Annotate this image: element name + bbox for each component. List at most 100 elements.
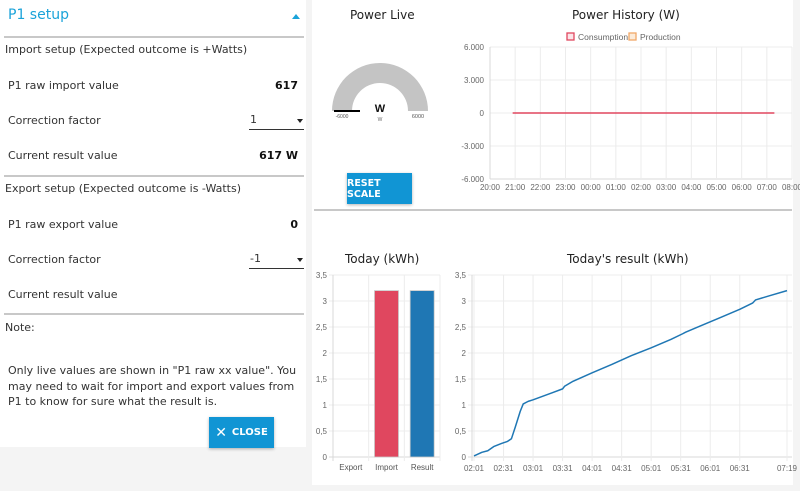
x-tick-label: 06:01 xyxy=(700,464,721,473)
y-tick-label: -6.000 xyxy=(461,175,484,184)
p1-raw-import-label: P1 raw import value xyxy=(8,79,119,92)
power-history-title: Power History (W) xyxy=(572,8,680,22)
import-correction-value: 1 xyxy=(250,113,257,126)
panel-header[interactable]: P1 setup xyxy=(0,0,306,36)
x-tick-label: 05:01 xyxy=(641,464,662,473)
y-tick-label: 3.000 xyxy=(464,76,485,85)
import-result-value: 617 W xyxy=(259,149,298,162)
export-result-label: Current result value xyxy=(8,288,118,301)
y-tick-label: 3,5 xyxy=(455,271,467,280)
x-tick-label: Export xyxy=(339,463,363,472)
bar-import xyxy=(374,290,399,458)
note-text: Only live values are shown in "P1 raw xx… xyxy=(8,364,297,408)
x-tick-label: 03:01 xyxy=(523,464,544,473)
y-tick-label: 1,5 xyxy=(316,375,328,384)
power-live-title: Power Live xyxy=(350,8,415,22)
collapse-caret-icon[interactable] xyxy=(292,14,300,19)
divider xyxy=(4,36,304,38)
export-correction-select[interactable]: -1 xyxy=(249,252,304,269)
x-tick-label: 22:00 xyxy=(530,183,551,192)
today-bar-chart: 3,5 3 2,5 2 1,5 1 0,5 0 Export Import Result xyxy=(316,271,441,472)
x-tick-label: Result xyxy=(411,463,434,472)
y-tick-label: 2,5 xyxy=(316,323,328,332)
y-tick-label: 6.000 xyxy=(464,43,485,52)
panel-title: P1 setup xyxy=(8,7,69,23)
divider xyxy=(4,175,304,177)
bar-result xyxy=(409,290,435,458)
gauge-unit-small: W xyxy=(378,117,383,123)
close-button[interactable]: ✕ CLOSE xyxy=(209,417,274,448)
reset-scale-button[interactable]: RESET SCALE xyxy=(347,173,412,204)
today-title: Today (kWh) xyxy=(345,252,420,266)
export-section-title: Export setup (Expected outcome is -Watts… xyxy=(5,182,242,195)
section-divider xyxy=(314,209,792,211)
note-label: Note: xyxy=(5,321,35,334)
gauge-track xyxy=(332,63,428,111)
y-tick-label: 0 xyxy=(480,109,485,118)
chart-legend: Consumption Production xyxy=(566,32,681,42)
close-label: CLOSE xyxy=(231,427,268,438)
x-tick-label: 04:31 xyxy=(612,464,633,473)
gauge-unit-big: W xyxy=(375,103,386,115)
todays-result-title: Today's result (kWh) xyxy=(567,252,689,266)
x-tick-label: 04:01 xyxy=(582,464,603,473)
import-correction-label: Correction factor xyxy=(8,114,101,127)
export-correction-label: Correction factor xyxy=(8,253,101,266)
close-x-icon: ✕ xyxy=(215,424,227,441)
y-tick-label: 0,5 xyxy=(316,427,328,436)
export-correction-value: -1 xyxy=(250,252,261,265)
y-tick-label: 1,5 xyxy=(455,375,467,384)
y-tick-label: 0,5 xyxy=(455,427,467,436)
x-tick-label: 06:00 xyxy=(732,183,753,192)
x-tick-label: 01:00 xyxy=(606,183,627,192)
x-tick-label: 07:00 xyxy=(757,183,778,192)
y-tick-label: 0 xyxy=(323,453,328,462)
dropdown-arrow-icon xyxy=(297,258,303,262)
x-tick-label: 03:00 xyxy=(656,183,677,192)
x-tick-label: 20:00 xyxy=(480,183,501,192)
y-tick-label: 2 xyxy=(462,349,467,358)
gauge-max-label: 6000 xyxy=(412,114,424,120)
x-tick-label: 23:00 xyxy=(555,183,576,192)
import-result-label: Current result value xyxy=(8,149,118,162)
import-correction-select[interactable]: 1 xyxy=(249,113,304,130)
x-tick-label: 02:01 xyxy=(464,464,485,473)
y-tick-label: 1 xyxy=(323,401,328,410)
y-tick-label: 2 xyxy=(323,349,328,358)
series-line-result xyxy=(473,289,788,457)
x-tick-label: Import xyxy=(375,463,398,472)
todays-result-chart: 3,5 3 2,5 2 1,5 1 0,5 0 02:01 02:31 03:01 03:31 04:… xyxy=(455,271,798,473)
x-tick-label: 06:31 xyxy=(730,464,751,473)
p1-raw-import-value: 617 xyxy=(275,79,298,92)
gauge-min-label: -6000 xyxy=(336,114,349,120)
y-tick-label: 2,5 xyxy=(455,323,467,332)
x-tick-label: 21:00 xyxy=(505,183,526,192)
y-tick-label: 3 xyxy=(323,297,328,306)
x-tick-label: 03:31 xyxy=(553,464,574,473)
x-tick-label: 05:31 xyxy=(671,464,692,473)
y-tick-label: -3.000 xyxy=(461,142,484,151)
divider xyxy=(4,313,304,315)
power-live-gauge: W W -6000 6000 xyxy=(332,63,428,123)
x-tick-label: 07:19 xyxy=(777,464,798,473)
p1-setup-panel: P1 setup Import setup (Expected outcome … xyxy=(0,0,306,448)
legend-label-production[interactable]: Production xyxy=(640,32,681,42)
x-tick-label: 02:00 xyxy=(631,183,652,192)
legend-swatch-production[interactable] xyxy=(628,32,637,41)
legend-label-consumption[interactable]: Consumption xyxy=(578,32,628,42)
p1-raw-export-value: 0 xyxy=(290,218,298,231)
x-tick-label: 02:31 xyxy=(494,464,515,473)
dropdown-arrow-icon xyxy=(297,119,303,123)
y-tick-label: 3,5 xyxy=(316,271,328,280)
power-history-chart: Consumption Production 6.000 3.000 0 -3.000… xyxy=(461,32,800,192)
x-tick-label: 04:00 xyxy=(681,183,702,192)
p1-raw-export-label: P1 raw export value xyxy=(8,218,119,231)
y-tick-label: 1 xyxy=(462,401,467,410)
legend-swatch-consumption[interactable] xyxy=(566,32,575,41)
y-tick-label: 0 xyxy=(462,453,467,462)
y-tick-label: 3 xyxy=(462,297,467,306)
x-tick-label: 05:00 xyxy=(706,183,727,192)
import-section-title: Import setup (Expected outcome is +Watts… xyxy=(5,43,248,56)
gauge-fill xyxy=(334,110,360,112)
x-tick-label: 08:00 xyxy=(782,183,800,192)
